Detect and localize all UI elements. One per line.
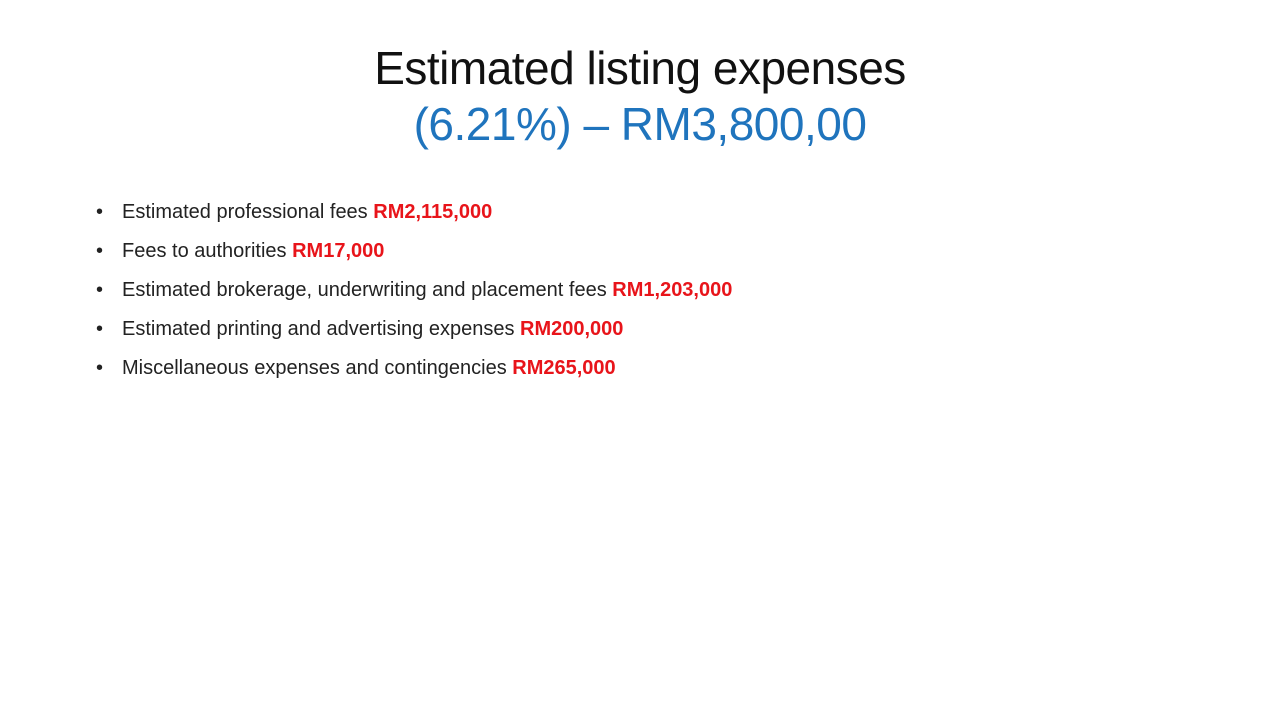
item-amount: RM200,000 <box>520 318 624 340</box>
bullet-icon: • <box>96 357 104 379</box>
item-amount: RM265,000 <box>512 357 616 379</box>
item-amount: RM1,203,000 <box>612 279 733 301</box>
bullet-icon: • <box>96 279 104 301</box>
item-label: Fees to authorities <box>122 240 293 262</box>
expense-list: • Estimated professional fees RM2,115,000… <box>96 193 732 388</box>
list-item: • Estimated brokerage, underwriting and p… <box>96 271 732 310</box>
item-label: Estimated printing and advertising expen… <box>122 318 521 340</box>
list-item: • Miscellaneous expenses and contingencie… <box>96 349 732 388</box>
bullet-icon: • <box>96 201 104 223</box>
item-label: Estimated professional fees <box>122 201 374 223</box>
item-label: Estimated brokerage, underwriting and pl… <box>122 279 613 301</box>
title-line-2: (6.21%) – RM3,800,00 <box>413 98 867 150</box>
slide-title: Estimated listing expenses (6.21%) – RM3… <box>0 40 1280 152</box>
item-amount: RM2,115,000 <box>373 201 493 223</box>
title-line-1: Estimated listing expenses <box>374 42 906 94</box>
list-item: • Fees to authorities RM17,000 <box>96 232 732 271</box>
item-amount: RM17,000 <box>292 240 385 262</box>
item-label: Miscellaneous expenses and contingencies <box>122 357 513 379</box>
bullet-icon: • <box>96 318 104 340</box>
bullet-icon: • <box>96 240 104 262</box>
list-item: • Estimated professional fees RM2,115,000 <box>96 193 732 232</box>
list-item: • Estimated printing and advertising expe… <box>96 310 732 349</box>
